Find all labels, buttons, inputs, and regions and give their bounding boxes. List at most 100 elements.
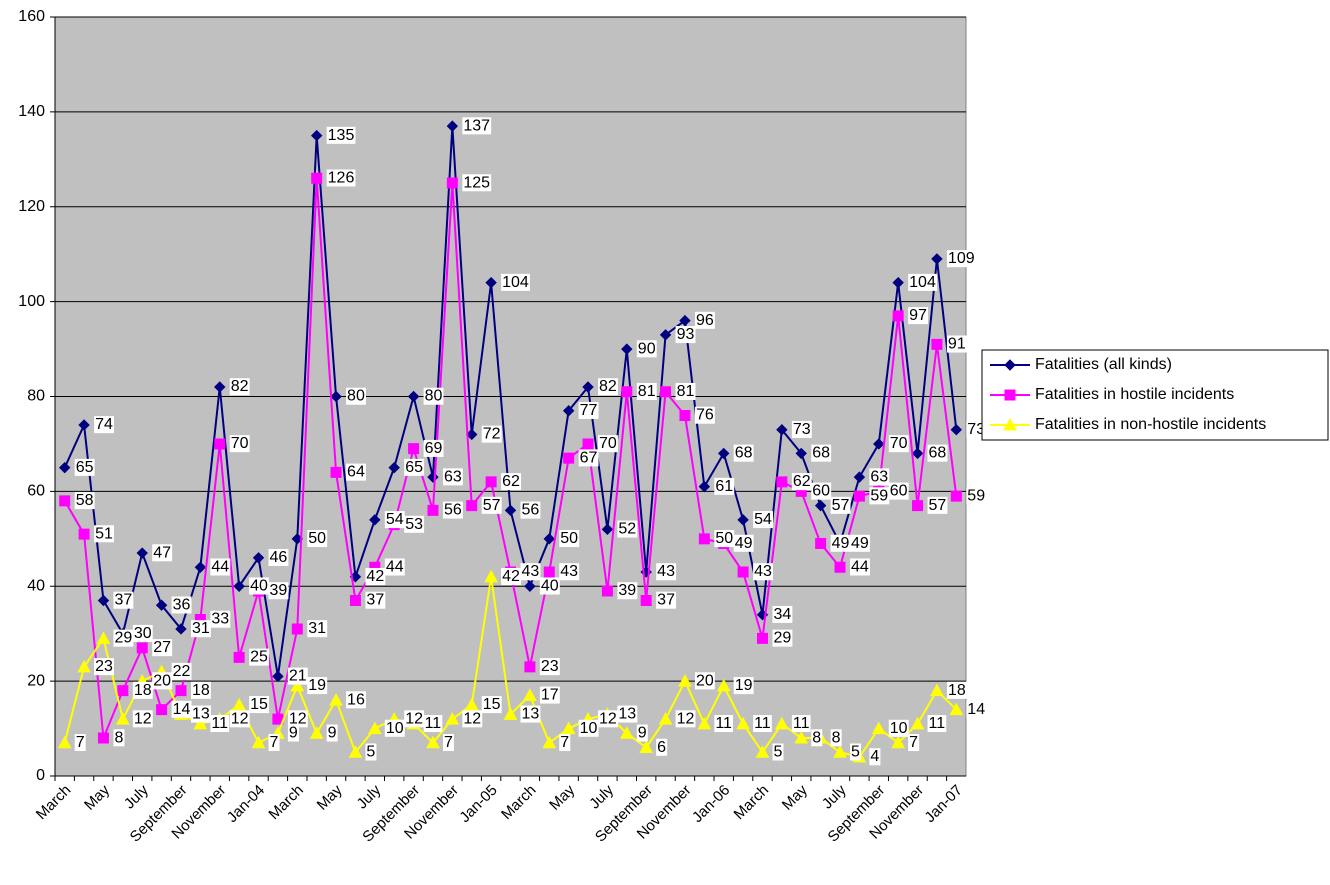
data-label-bg [229, 710, 250, 728]
data-label-bg [423, 715, 443, 733]
marker [892, 310, 904, 322]
data-label-bg [113, 591, 134, 609]
data-label: 81 [638, 383, 656, 400]
data-label: 68 [812, 445, 830, 462]
data-label: 6 [657, 739, 666, 756]
data-label-group: 65 [74, 458, 95, 476]
data-label: 8 [812, 729, 821, 746]
data-label: 7 [560, 734, 569, 751]
marker [815, 538, 827, 550]
marker [233, 580, 245, 592]
data-label-bg [559, 734, 571, 752]
data-label-group: 109 [946, 250, 976, 268]
data-label-bg [287, 710, 308, 728]
data-label: 54 [386, 511, 404, 528]
data-label: 90 [638, 340, 656, 357]
marker [621, 386, 633, 398]
y-tick-label: 140 [18, 103, 45, 120]
marker [291, 623, 303, 635]
data-label-bg [462, 174, 492, 192]
data-label: 49 [735, 535, 753, 552]
data-label: 80 [347, 388, 365, 405]
data-label-group: 8 [811, 729, 823, 747]
data-label-bg [152, 544, 173, 562]
data-label-group: 14 [966, 700, 987, 718]
data-label-group: 80 [346, 387, 366, 405]
data-label-group: 12 [132, 710, 153, 728]
data-label-group: 39 [268, 582, 289, 600]
data-label: 5 [773, 744, 782, 761]
data-label-bg [268, 549, 289, 567]
data-label: 30 [134, 625, 152, 642]
y-tick-label: 60 [27, 483, 45, 500]
data-label-group: 62 [501, 473, 522, 491]
data-label-group: 20 [694, 672, 715, 690]
marker [950, 423, 963, 436]
data-label: 29 [114, 630, 132, 647]
marker [853, 471, 866, 483]
y-tick-label: 40 [27, 577, 45, 594]
legend-marker [1004, 359, 1016, 371]
marker [466, 500, 478, 512]
data-label-group: 50 [714, 530, 735, 548]
data-label-bg [326, 724, 338, 742]
data-label-bg [830, 496, 851, 514]
x-tick-label: Jan-07 [921, 782, 965, 826]
x-tick-label: July [121, 781, 152, 812]
data-label: 10 [890, 720, 908, 737]
marker [310, 129, 323, 142]
data-label: 58 [76, 492, 94, 509]
data-label-group: 42 [365, 567, 386, 585]
marker [834, 561, 846, 573]
data-label-bg [908, 734, 920, 752]
marker [156, 704, 168, 716]
data-label: 53 [405, 516, 423, 533]
data-label-group: 63 [869, 468, 890, 486]
data-label-bg [791, 715, 811, 733]
marker [272, 670, 284, 683]
marker [117, 685, 129, 697]
data-label-bg [850, 743, 862, 761]
data-label-bg [966, 700, 987, 718]
data-label-bg [539, 686, 560, 704]
data-label: 72 [483, 426, 501, 443]
data-label-group: 6 [656, 738, 668, 756]
data-label: 16 [347, 691, 365, 708]
data-label: 34 [773, 606, 791, 623]
data-label: 15 [250, 696, 268, 713]
data-label-group: 18 [132, 681, 153, 699]
marker [679, 314, 691, 327]
marker [601, 585, 613, 597]
data-label-bg [423, 439, 444, 457]
y-tick-label: 100 [18, 293, 45, 310]
x-tick-label: July [354, 781, 385, 812]
data-label-group: 44 [210, 558, 231, 576]
data-label: 22 [173, 663, 191, 680]
data-label-bg [578, 719, 599, 737]
data-label: 74 [95, 416, 113, 433]
data-label-group: 82 [229, 378, 250, 396]
marker [155, 599, 168, 611]
data-label: 137 [463, 117, 490, 134]
data-label-group: 50 [559, 530, 580, 548]
data-label-bg [307, 677, 328, 695]
data-label-group: 25 [249, 648, 270, 666]
data-label-group: 43 [753, 563, 773, 581]
data-label: 65 [405, 459, 423, 476]
data-label-group: 70 [229, 435, 250, 453]
marker [503, 707, 518, 720]
data-label-group: 54 [753, 511, 773, 529]
legend-label: Fatalities in non-hostile incidents [1035, 416, 1266, 433]
data-label: 54 [754, 511, 772, 528]
data-label: 19 [308, 677, 326, 694]
x-tick-label: March [498, 782, 539, 823]
data-label-bg [171, 596, 192, 614]
data-label-bg [811, 482, 832, 500]
marker [639, 740, 654, 754]
data-label-bg [268, 734, 280, 752]
data-label-group: 56 [442, 501, 463, 519]
data-label-bg [287, 724, 299, 742]
data-label-group: 57 [830, 496, 851, 514]
data-label-bg [869, 748, 881, 766]
data-label-group: 64 [346, 463, 366, 481]
